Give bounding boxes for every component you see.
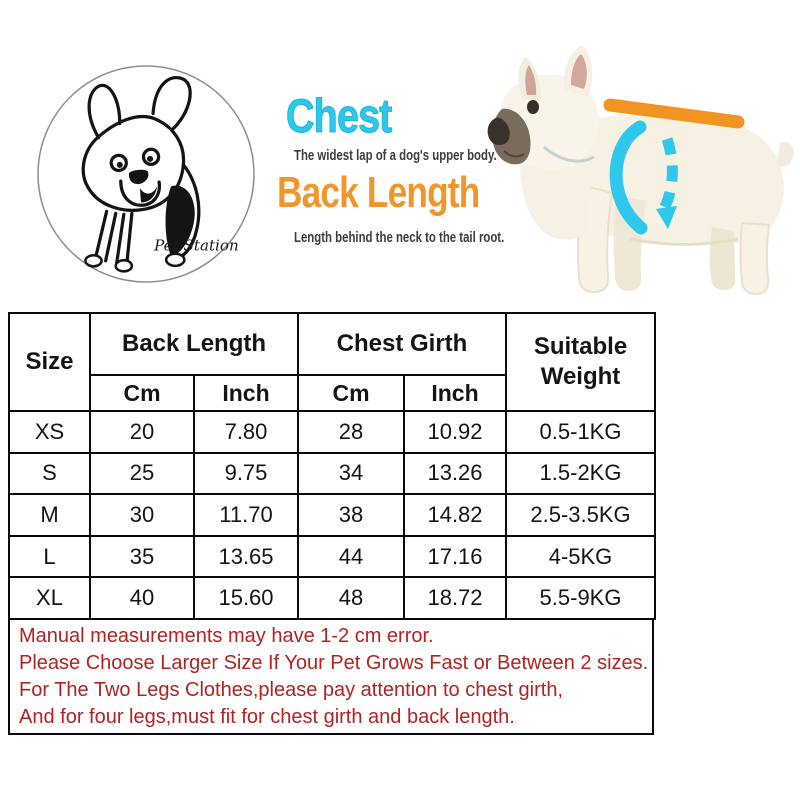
col-header-size: Size: [8, 312, 91, 412]
col-header-chest-girth: Chest Girth: [297, 312, 507, 376]
size-table: Size Back Length Chest Girth Suitable We…: [8, 312, 656, 620]
note-line: Please Choose Larger Size If Your Pet Gr…: [19, 652, 649, 674]
col-subheader-chest-inch: Inch: [403, 374, 507, 412]
cell-back-inch: 15.60: [193, 576, 299, 620]
table-row-s: S 25 9.75 34 13.26 1.5-2KG: [8, 451, 656, 496]
cell-back-inch: 11.70: [193, 493, 299, 537]
col-subheader-chest-cm: Cm: [297, 374, 405, 412]
back-length-title: Back Length: [277, 168, 480, 217]
chest-description: The widest lap of a dog's upper body.: [294, 147, 497, 164]
cell-chest-inch: 10.92: [403, 410, 507, 454]
bulldog-line-art-icon: Pet Station: [37, 65, 255, 283]
chest-title: Chest: [286, 89, 393, 143]
cell-chest-inch: 17.16: [403, 534, 507, 579]
table-row-xl: XL 40 15.60 48 18.72 5.5-9KG: [8, 576, 656, 620]
cell-size: S: [8, 451, 91, 496]
cell-size: XL: [8, 576, 91, 620]
cell-weight: 2.5-3.5KG: [505, 493, 656, 537]
cell-back-inch: 13.65: [193, 534, 299, 579]
cell-back-cm: 20: [89, 410, 195, 454]
cell-chest-inch: 18.72: [403, 576, 507, 620]
col-header-back-length: Back Length: [89, 312, 299, 376]
cell-weight: 1.5-2KG: [505, 451, 656, 496]
cell-back-cm: 40: [89, 576, 195, 620]
col-header-suitable-weight: Suitable Weight: [505, 312, 656, 412]
note-line: Manual measurements may have 1-2 cm erro…: [19, 625, 434, 647]
cell-weight: 0.5-1KG: [505, 410, 656, 454]
brand-logo: Pet Station: [35, 63, 257, 285]
cell-chest-cm: 44: [297, 534, 405, 579]
note-line: And for four legs,must fit for chest gir…: [19, 706, 515, 728]
table-row-m: M 30 11.70 38 14.82 2.5-3.5KG: [8, 493, 656, 537]
back-length-indicator: [603, 98, 745, 129]
cell-back-inch: 7.80: [193, 410, 299, 454]
table-row-xs: XS 20 7.80 28 10.92 0.5-1KG: [8, 410, 656, 454]
cell-chest-inch: 13.26: [403, 451, 507, 496]
cell-back-cm: 35: [89, 534, 195, 579]
note-line: For The Two Legs Clothes,please pay atte…: [19, 679, 564, 701]
cell-back-cm: 25: [89, 451, 195, 496]
col-subheader-back-inch: Inch: [193, 374, 299, 412]
cell-size: M: [8, 493, 91, 537]
notes-box: Manual measurements may have 1-2 cm erro…: [8, 618, 654, 735]
cell-weight: 5.5-9KG: [505, 576, 656, 620]
cell-size: L: [8, 534, 91, 579]
brand-text: Pet Station: [153, 237, 239, 255]
col-subheader-back-cm: Cm: [89, 374, 195, 412]
dog-photo: [487, 45, 794, 296]
cell-chest-cm: 48: [297, 576, 405, 620]
cell-chest-inch: 14.82: [403, 493, 507, 537]
cell-back-cm: 30: [89, 493, 195, 537]
arrow-down-icon: [656, 206, 677, 229]
cell-chest-cm: 34: [297, 451, 405, 496]
back-length-description: Length behind the neck to the tail root.: [294, 229, 505, 246]
table-row-l: L 35 13.65 44 17.16 4-5KG: [8, 534, 656, 579]
cell-chest-cm: 28: [297, 410, 405, 454]
cell-size: XS: [8, 410, 91, 454]
cell-weight: 4-5KG: [505, 534, 656, 579]
cell-chest-cm: 38: [297, 493, 405, 537]
cell-back-inch: 9.75: [193, 451, 299, 496]
dog-eye: [527, 100, 539, 114]
chest-girth-indicator: [609, 120, 678, 235]
